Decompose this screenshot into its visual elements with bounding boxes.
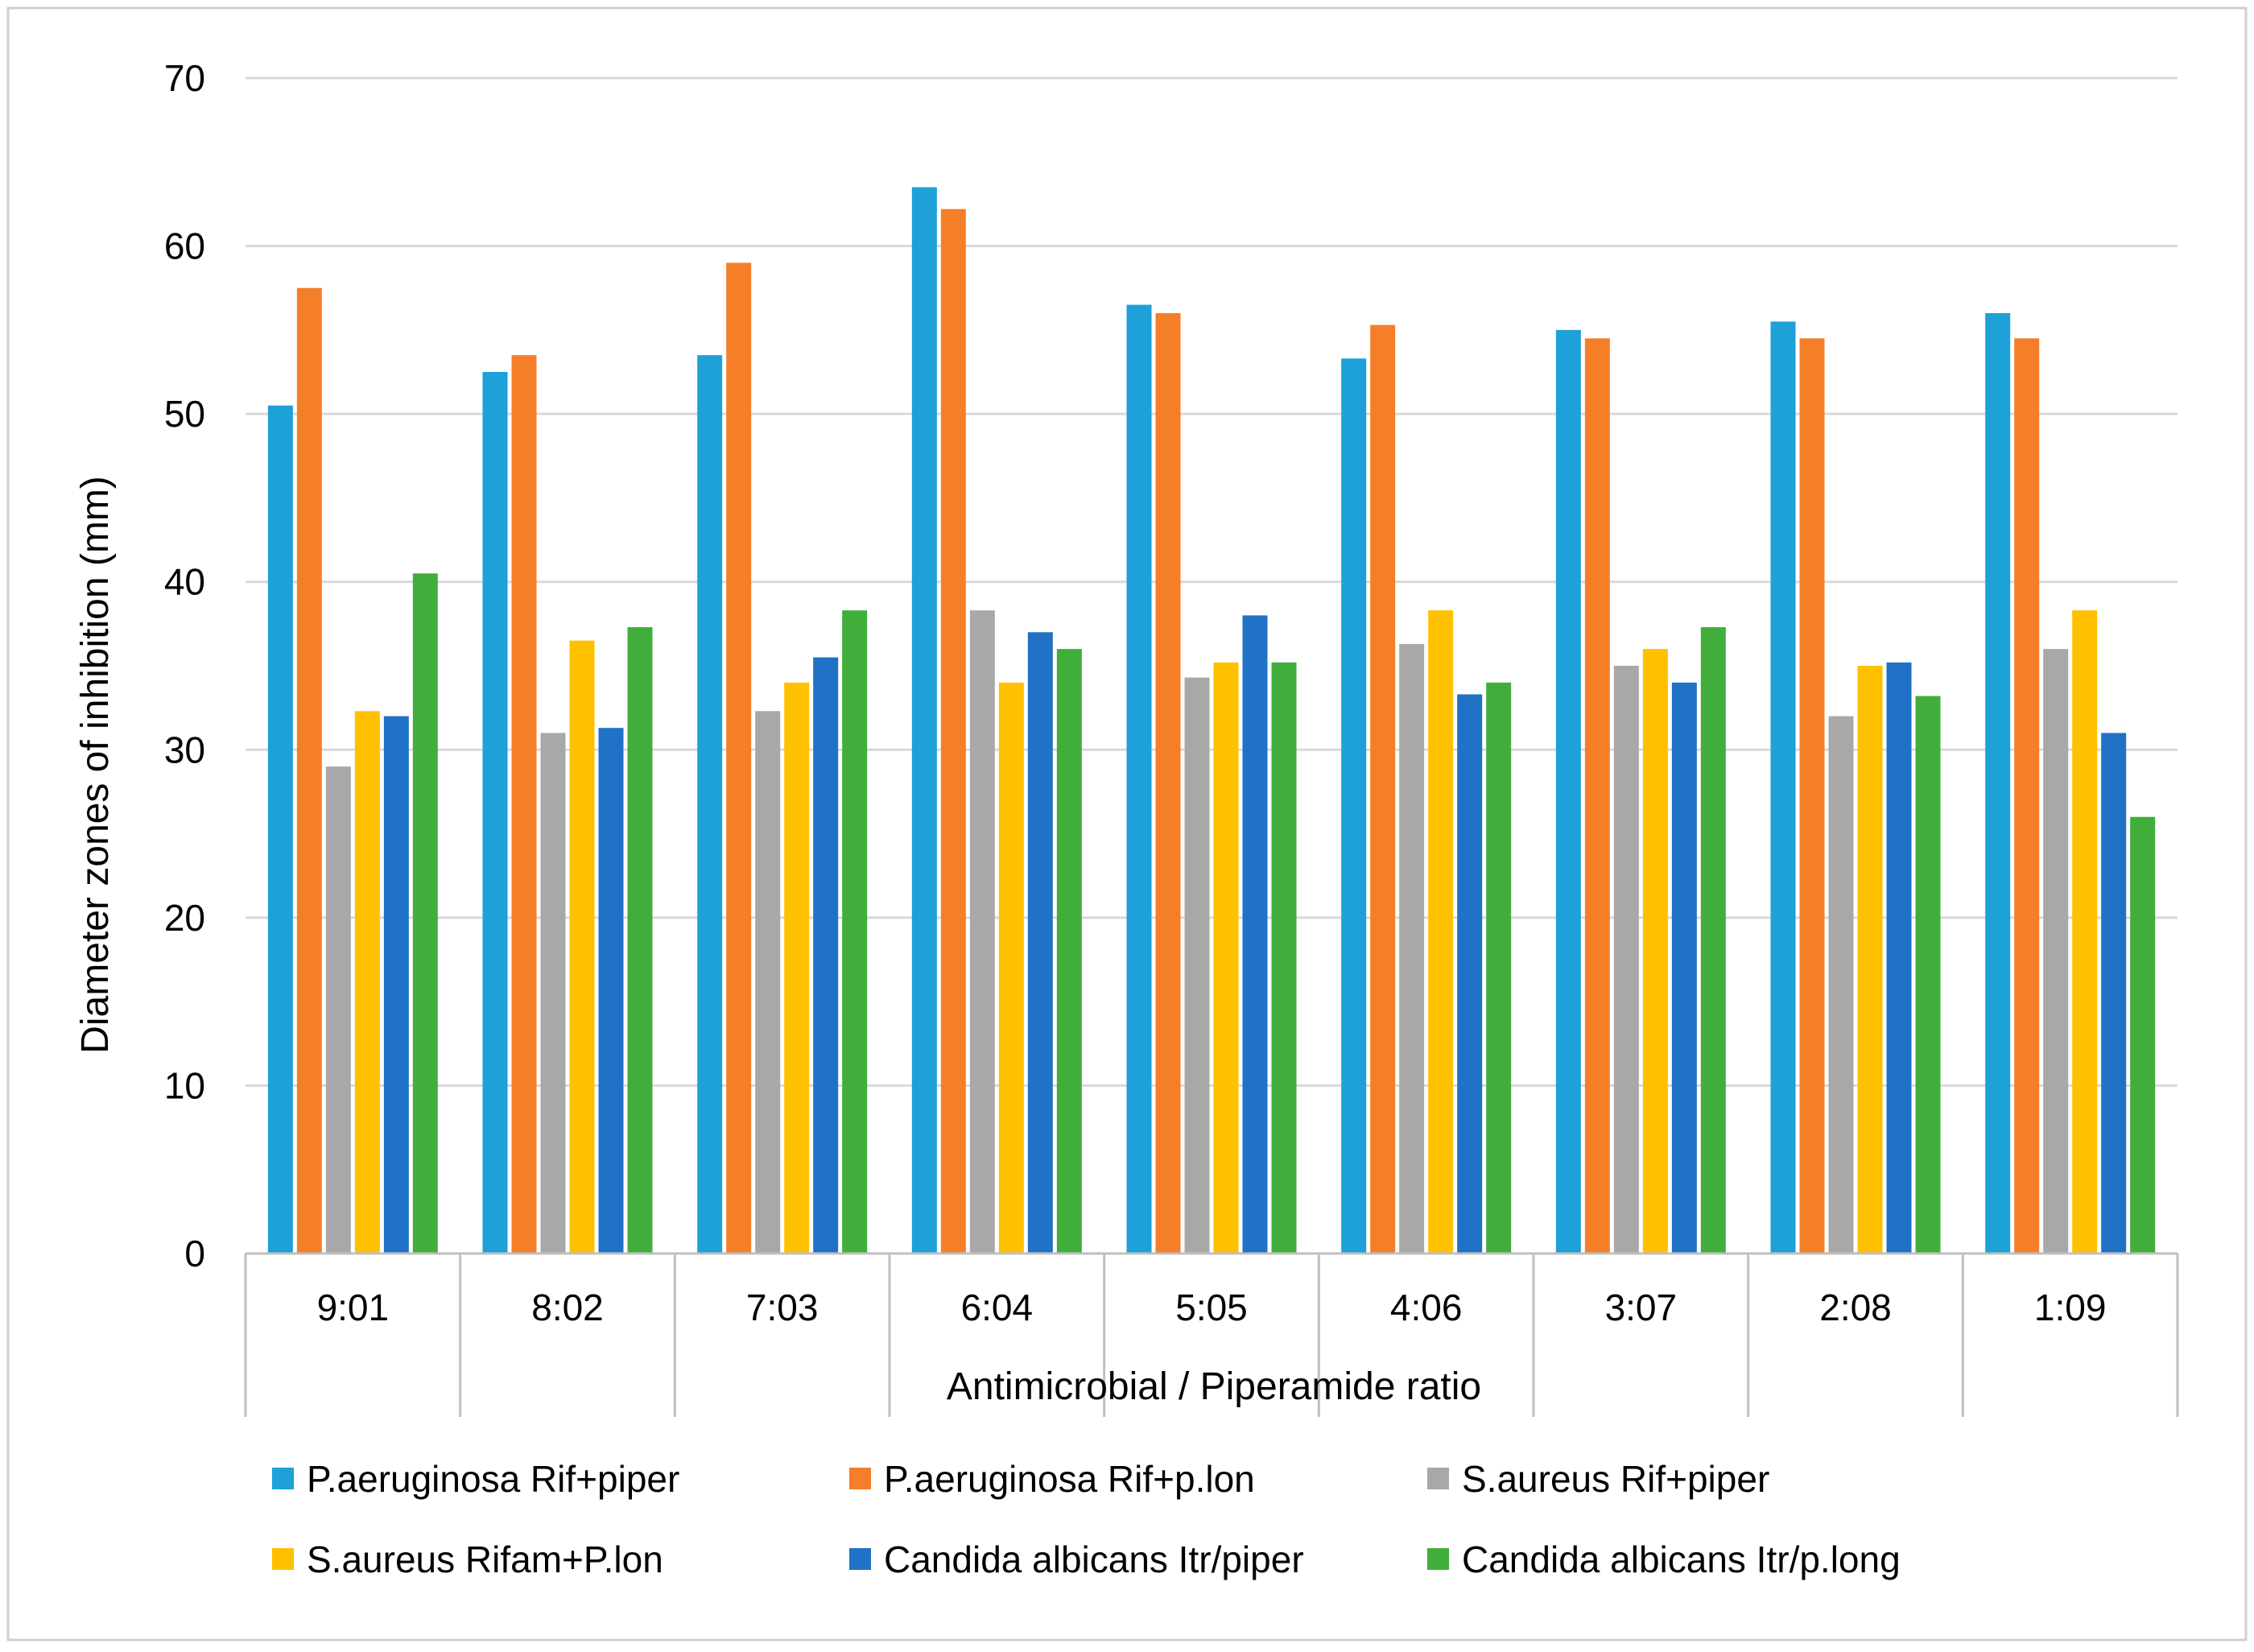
y-tick-label: 20 [164,897,205,939]
x-tick-label: 5:05 [1175,1286,1248,1328]
bar [296,287,322,1253]
bar [1555,329,1581,1253]
bar [569,640,595,1253]
bar [627,627,653,1253]
bar [1486,682,1512,1253]
bar [2072,610,2098,1253]
bar [1828,716,1854,1253]
legend-label: S.aureus Rif+piper [1462,1458,1769,1500]
bar [1184,677,1210,1253]
gridlines [246,76,2178,1087]
legend-swatch [272,1548,294,1570]
y-tick-label: 0 [184,1233,205,1274]
bar [726,262,752,1253]
bar [1642,649,1668,1253]
bar [1242,615,1268,1253]
y-axis-ticks: 0 10 20 30 40 50 60 70 [164,57,205,1274]
bar [1370,324,1396,1254]
x-tick-label: 9:01 [317,1286,390,1328]
x-tick-label: 6:04 [961,1286,1034,1328]
x-tick-label: 3:07 [1605,1286,1678,1328]
bar [2014,338,2040,1254]
bar [1056,649,1082,1253]
bar [1613,666,1639,1253]
bar [998,682,1024,1253]
x-tick-label: 4:06 [1390,1286,1463,1328]
bar [1428,610,1454,1253]
bar [1584,338,1610,1254]
bar [813,657,839,1253]
y-tick-label: 10 [164,1064,205,1106]
bar [697,355,723,1254]
x-tick-label: 8:02 [531,1286,604,1328]
x-axis: 9:01 8:02 7:03 6:04 5:05 4:06 3:07 2:08 1:09 [244,1252,2179,1417]
bar [755,711,781,1253]
bar [1155,313,1181,1253]
y-tick-label: 50 [164,393,205,435]
bar [412,573,438,1253]
bar [267,405,293,1253]
legend-swatch [1427,1468,1449,1489]
legend-swatch [849,1468,871,1489]
x-tick-label: 1:09 [2034,1286,2107,1328]
x-axis-title: Antimicrobial / Piperamide ratio [947,1365,1481,1408]
bar [1857,666,1883,1253]
bar [784,682,810,1253]
legend-label: P.aeruginosa Rif+piper [307,1458,679,1500]
y-tick-label: 60 [164,225,205,267]
bar [1457,694,1483,1253]
y-axis-title: Diameter zones of inhibition (mm) [74,476,117,1054]
bar [1671,682,1697,1253]
bar [325,766,351,1253]
bar [1700,627,1726,1253]
legend-label: Candida albicans Itr/piper [884,1538,1304,1580]
x-tick-label: 2:08 [1819,1286,1892,1328]
legend-label: P.aeruginosa Rif+p.lon [884,1458,1255,1500]
bar [1213,662,1239,1253]
legend-swatch [272,1468,294,1489]
bar [969,610,995,1253]
bar [2043,649,2069,1253]
legend-label: S.aureus Rifam+P.lon [307,1538,663,1580]
x-tick-label: 7:03 [746,1286,819,1328]
bar [1799,338,1825,1254]
bar [1770,321,1796,1253]
y-tick-label: 40 [164,561,205,603]
y-tick-label: 30 [164,729,205,770]
bar [2130,816,2156,1253]
bar [1271,662,1297,1253]
bar [598,728,624,1253]
y-tick-label: 70 [164,57,205,99]
bar [1985,313,2011,1253]
bar [842,610,868,1253]
bar [940,209,966,1254]
bar [511,355,537,1254]
bar [1915,696,1941,1253]
bar [1341,358,1367,1253]
bar [2101,733,2127,1253]
legend-swatch [849,1548,871,1570]
bar [540,733,566,1253]
bar [1027,632,1053,1253]
bar [1126,304,1152,1254]
bar [911,187,937,1254]
bar [482,372,508,1253]
legend-swatch [1427,1548,1449,1570]
bar [383,716,409,1253]
legend-label: Candida albicans Itr/p.long [1462,1538,1901,1580]
bar [1399,643,1425,1253]
bar [354,711,380,1253]
legend: P.aeruginosa Rif+piper P.aeruginosa Rif+p… [272,1458,1901,1580]
bars [267,187,2156,1254]
bar [1886,662,1912,1253]
